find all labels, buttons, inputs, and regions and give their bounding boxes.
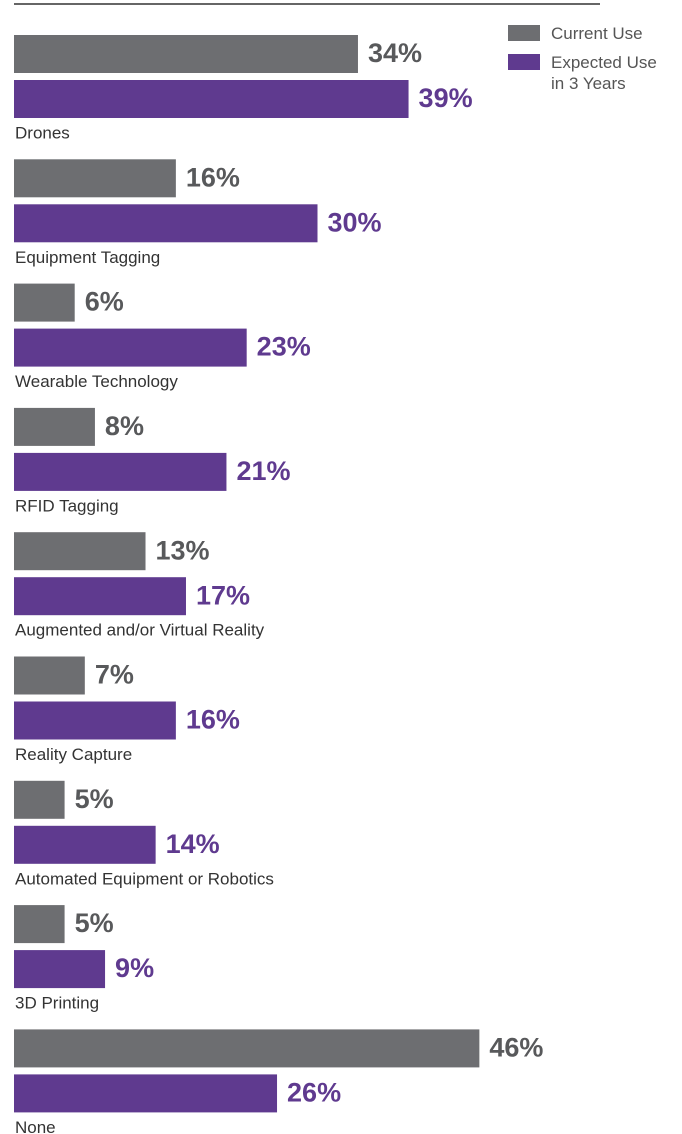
value-label: 16% — [186, 162, 240, 192]
legend-item: Current Use — [508, 23, 669, 44]
bar — [14, 656, 85, 695]
category-label: None — [15, 1118, 56, 1134]
bar — [14, 825, 156, 864]
bar — [14, 950, 106, 989]
category-label: Reality Capture — [15, 745, 132, 764]
value-label: 9% — [115, 953, 154, 983]
category-label: Wearable Technology — [15, 372, 178, 391]
bar — [14, 328, 247, 367]
category-label: Equipment Tagging — [15, 248, 160, 267]
value-label: 34% — [368, 38, 422, 68]
category-label: 3D Printing — [15, 994, 99, 1013]
bar — [14, 80, 409, 118]
value-label: 8% — [105, 411, 144, 441]
category-label: Augmented and/or Virtual Reality — [15, 621, 265, 640]
bar — [14, 452, 227, 491]
value-label: 17% — [196, 580, 250, 610]
bar — [14, 1074, 278, 1113]
bar — [14, 780, 65, 819]
value-label: 6% — [85, 287, 124, 317]
bar — [14, 407, 95, 446]
category-label: RFID Tagging — [15, 496, 119, 515]
bar — [14, 905, 65, 944]
bar — [14, 283, 75, 322]
value-label: 14% — [166, 829, 220, 859]
bar — [14, 1029, 480, 1068]
bar — [14, 701, 176, 740]
value-label: 5% — [75, 784, 114, 814]
value-label: 30% — [328, 207, 382, 237]
value-label: 23% — [257, 332, 311, 362]
value-label: 39% — [419, 83, 473, 113]
bar — [14, 204, 318, 243]
legend-label: Expected Use in 3 Years — [551, 53, 657, 93]
value-label: 5% — [75, 908, 114, 938]
legend-swatch — [508, 25, 540, 41]
legend-label: Current Use — [551, 24, 643, 43]
value-label: 16% — [186, 705, 240, 735]
legend-swatch — [508, 54, 540, 70]
category-label: Automated Equipment or Robotics — [15, 869, 274, 888]
value-label: 46% — [489, 1033, 543, 1063]
bar — [14, 577, 186, 616]
value-label: 21% — [236, 456, 290, 486]
value-label: 13% — [156, 535, 210, 565]
bar — [14, 532, 146, 571]
bar — [14, 35, 358, 73]
legend-item: Expected Use in 3 Years — [508, 52, 669, 94]
bar — [14, 159, 176, 198]
category-label: Drones — [15, 123, 70, 142]
value-label: 7% — [95, 660, 134, 690]
value-label: 26% — [287, 1078, 341, 1108]
